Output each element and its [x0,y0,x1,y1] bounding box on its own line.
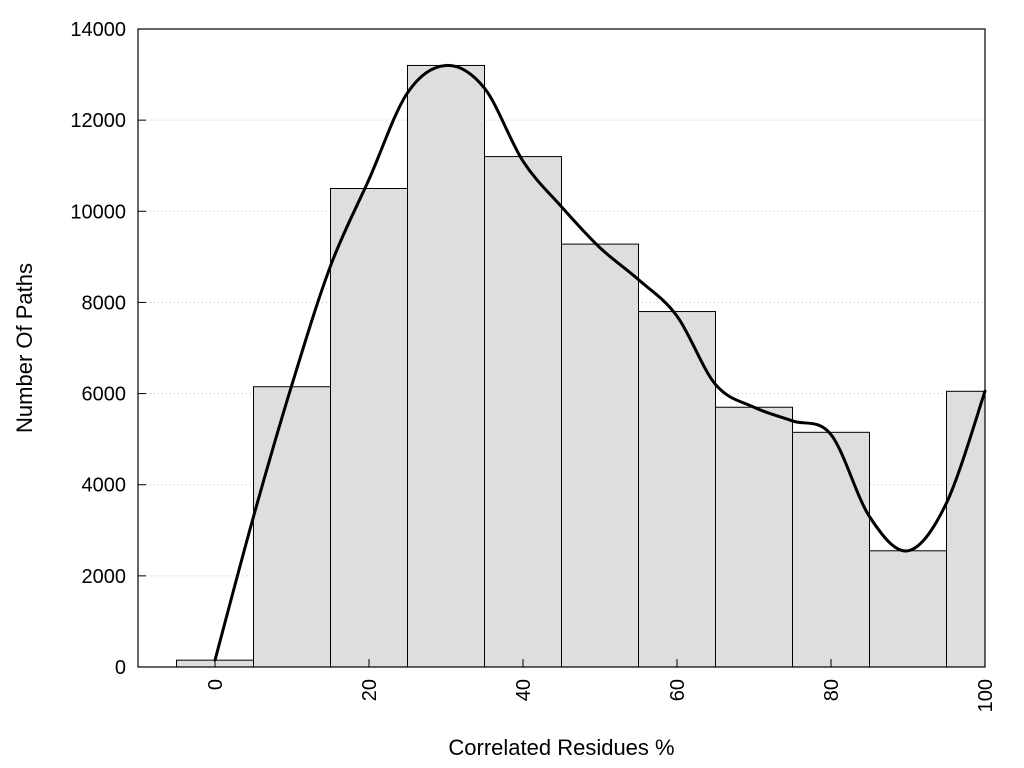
y-tick-label: 0 [115,657,126,679]
bar [484,156,562,668]
y-axis-ticks: 0 2000 4000 6000 8000 10000 12000 14000 [70,19,146,679]
bar [253,386,331,668]
x-tick-label: 60 [667,679,689,701]
bar [869,550,947,668]
y-tick-label: 6000 [82,384,127,406]
y-axis-label: Number Of Paths [12,263,37,433]
y-tick-label: 10000 [70,201,126,223]
bar [638,311,716,668]
bar [715,406,793,668]
x-tick-label: 80 [821,679,843,701]
x-tick-label: 100 [975,679,997,712]
bar [792,431,870,668]
y-tick-label: 8000 [82,292,127,314]
bar [330,188,408,668]
y-tick-label: 14000 [70,19,126,41]
x-tick-label: 0 [205,679,227,690]
x-tick-label: 20 [359,679,381,701]
x-tick-label: 40 [513,679,535,701]
bar [946,390,986,668]
x-axis-label: Correlated Residues % [448,735,674,760]
y-tick-label: 2000 [82,566,127,588]
y-tick-label: 12000 [70,110,126,132]
trend-curve [213,63,987,662]
bar [561,243,639,668]
bar [407,64,485,668]
plot-frame [137,28,986,668]
trend-line [213,63,987,662]
x-axis-ticks: 0 20 40 60 80 100 [205,659,997,712]
bars [176,64,986,668]
y-tick-label: 4000 [82,475,127,497]
